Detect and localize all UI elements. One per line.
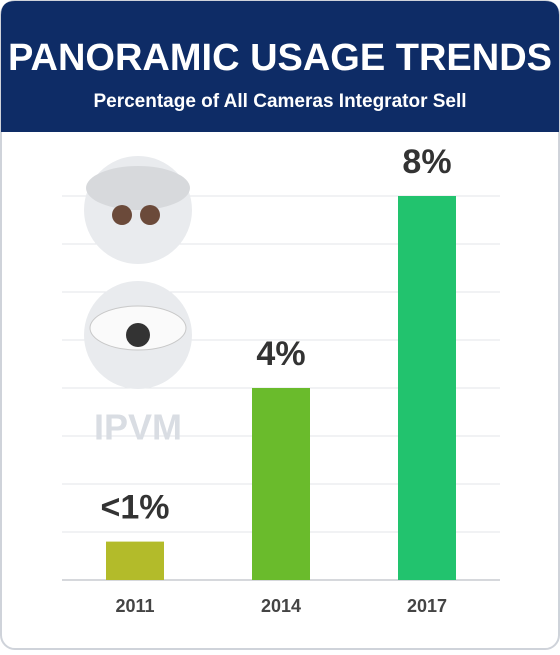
- bar: [252, 388, 310, 580]
- bar: [106, 541, 164, 580]
- camera-lens: [112, 205, 132, 225]
- camera-dome: [86, 166, 190, 210]
- x-tick-label: 2014: [261, 596, 301, 616]
- x-tick-label: 2011: [115, 596, 154, 616]
- value-label: 4%: [256, 335, 305, 373]
- camera-icons: [84, 156, 192, 389]
- bar: [398, 196, 456, 580]
- camera-lens: [140, 205, 160, 225]
- value-label: 8%: [402, 143, 451, 181]
- camera-lens: [126, 323, 150, 347]
- value-label: <1%: [101, 489, 170, 527]
- chart-title: PANORAMIC USAGE TRENDS: [8, 37, 552, 79]
- chart-subtitle: Percentage of All Cameras Integrator Sel…: [93, 91, 466, 112]
- x-tick-label: 2017: [407, 596, 447, 616]
- header: [1, 1, 559, 132]
- watermark: IPVM: [94, 407, 182, 448]
